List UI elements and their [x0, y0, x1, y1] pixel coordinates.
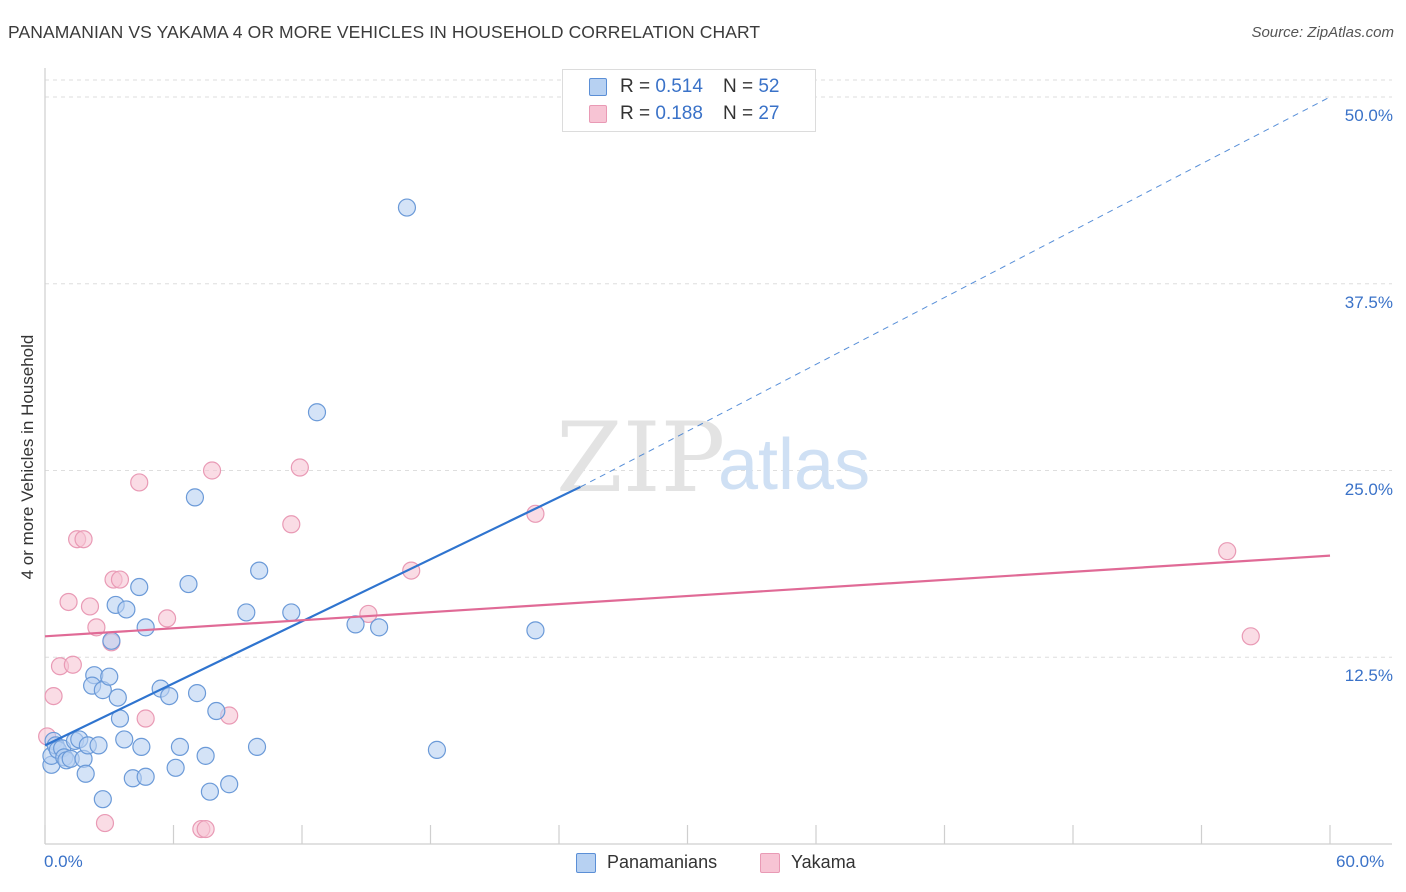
panamanian-point	[170, 737, 190, 756]
panamanian-point	[196, 746, 215, 765]
legend-n-label: N =	[722, 103, 754, 124]
legend-row-yakama: R = 0.188 N = 27	[589, 103, 779, 125]
panamanian-trend-line	[44, 485, 581, 747]
panamanian-point	[187, 684, 207, 703]
legend-n-value: 27	[758, 103, 780, 124]
x-tick-label-max: 60.0%	[1336, 852, 1385, 871]
panamanian-point	[247, 737, 267, 756]
panamanian-point	[115, 730, 134, 749]
panamanian-point	[207, 701, 226, 721]
yakama-point	[290, 458, 309, 477]
correlation-legend: R = 0.514 N = 52 R = 0.188 N = 27	[562, 69, 816, 132]
watermark-atlas: atlas	[718, 425, 870, 505]
panamanian-point	[370, 618, 389, 637]
x-tick-label-min: 0.0%	[44, 852, 83, 871]
legend-r-label: R =	[620, 76, 651, 97]
trend-lines	[44, 96, 1331, 747]
panamanian-point	[179, 574, 198, 594]
panamanian-point	[200, 782, 220, 801]
panamanian-point	[307, 403, 327, 422]
yakama-point	[87, 618, 106, 637]
panamanian-point	[76, 764, 95, 783]
panamanian-point	[220, 775, 239, 794]
y-tick-label: 12.5%	[1344, 666, 1393, 686]
watermark-zip: ZIP	[556, 402, 725, 514]
yakama-trend-line	[44, 554, 1331, 638]
legend-n-value: 52	[758, 76, 780, 97]
panamanian-point	[136, 767, 155, 786]
yakama-point	[63, 655, 82, 674]
yakama-point	[59, 592, 78, 612]
yakama-point	[282, 515, 301, 534]
panamanian-point	[100, 667, 119, 686]
yakama-point	[95, 813, 115, 833]
panamanian-point	[250, 561, 269, 580]
bottom-legend-label-panamanians: Panamanians	[607, 852, 718, 872]
watermark: ZIP atlas	[556, 402, 870, 514]
legend-n-label: N =	[722, 76, 754, 97]
panamanian-point	[427, 740, 447, 759]
yakama-point	[202, 461, 222, 480]
legend-r-label: R =	[620, 103, 651, 124]
yakama-point	[359, 604, 378, 624]
panamanian-point	[130, 577, 149, 597]
y-axis-label: 4 or more Vehicles in Household	[18, 334, 37, 580]
panamanian-point	[397, 198, 417, 217]
panamanian-trend-extension	[580, 96, 1331, 488]
panamanian-point	[282, 603, 301, 622]
panamanian-point	[346, 615, 365, 634]
yakama-point	[74, 530, 93, 549]
bottom-legend-swatch-pink	[760, 852, 780, 873]
y-tick-label: 37.5%	[1344, 292, 1393, 312]
bottom-legend-label-yakama: Yakama	[791, 852, 856, 872]
grid-lines	[45, 79, 1392, 658]
legend-swatch-blue	[589, 78, 607, 96]
source-label: Source: ZipAtlas.com	[1251, 24, 1394, 41]
legend-r-value: 0.188	[655, 103, 703, 124]
panamanian-point	[185, 488, 205, 507]
yakama-point	[80, 597, 100, 616]
bottom-legend-yakama: Yakama	[760, 852, 856, 873]
axes	[44, 68, 1392, 845]
panamanian-point	[132, 737, 151, 756]
yakama-point	[157, 609, 177, 628]
panamanian-point	[160, 686, 179, 706]
yakama-point	[44, 686, 63, 706]
panamanian-points	[42, 198, 545, 809]
legend-row-panamanians: R = 0.514 N = 52	[589, 76, 779, 98]
yakama-point	[130, 473, 149, 492]
panamanian-point	[166, 758, 185, 777]
panamanian-point	[89, 736, 108, 755]
bottom-legend-panamanians: Panamanians	[576, 852, 717, 873]
legend-swatch-pink	[589, 105, 607, 123]
yakama-point	[136, 709, 155, 728]
yakama-point	[110, 570, 130, 589]
panamanian-point	[108, 688, 127, 707]
panamanian-point	[526, 621, 545, 640]
panamanian-point	[117, 600, 136, 619]
y-tick-label: 50.0%	[1344, 106, 1393, 125]
yakama-point	[1218, 542, 1237, 561]
chart-title: PANAMANIAN VS YAKAMA 4 OR MORE VEHICLES …	[8, 22, 761, 42]
panamanian-point	[237, 603, 256, 622]
panamanian-point	[136, 618, 155, 637]
panamanian-point	[93, 790, 112, 809]
y-tick-label: 25.0%	[1344, 479, 1393, 499]
bottom-legend-swatch-blue	[576, 852, 596, 873]
yakama-point	[1241, 627, 1260, 646]
yakama-point	[196, 819, 215, 839]
legend-r-value: 0.514	[655, 76, 703, 97]
panamanian-point	[102, 631, 121, 650]
